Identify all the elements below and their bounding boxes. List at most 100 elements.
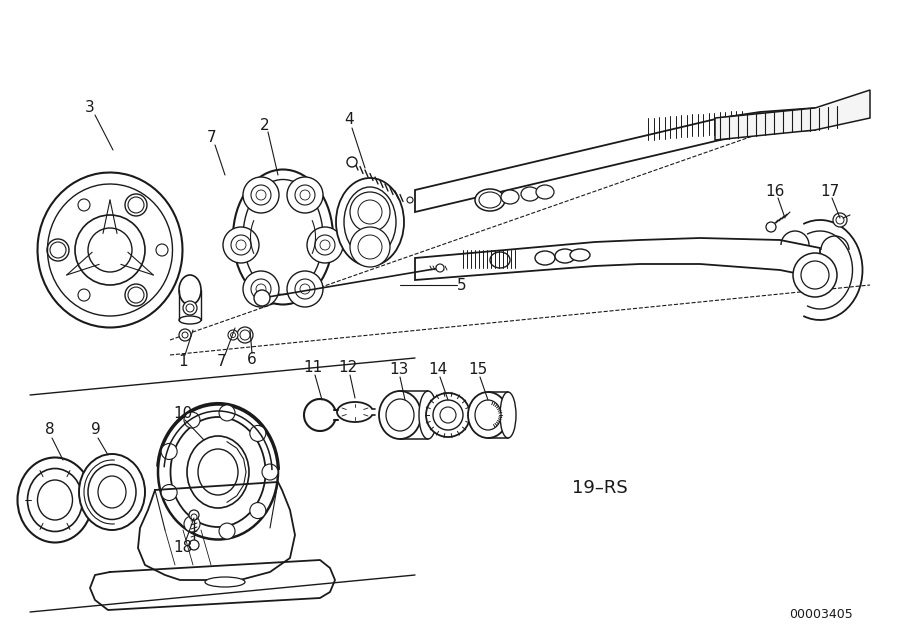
Circle shape [78,199,90,211]
Ellipse shape [555,249,575,263]
Circle shape [231,235,251,255]
Circle shape [156,244,168,256]
Text: 2: 2 [260,117,270,133]
Circle shape [189,510,199,520]
Circle shape [183,301,197,315]
Ellipse shape [198,449,238,495]
Circle shape [223,227,259,263]
Circle shape [295,185,315,205]
Ellipse shape [468,392,508,438]
Text: 7: 7 [207,131,217,145]
Circle shape [350,227,390,267]
Ellipse shape [336,178,404,266]
Ellipse shape [386,399,414,431]
Circle shape [300,284,310,294]
Text: 13: 13 [390,363,409,377]
Ellipse shape [88,464,136,519]
Circle shape [287,177,323,213]
Polygon shape [415,108,815,212]
Ellipse shape [38,480,73,520]
Text: 12: 12 [338,361,357,375]
Text: 4: 4 [344,112,354,128]
Text: 8: 8 [45,422,55,438]
Text: 10: 10 [174,406,193,420]
Polygon shape [415,238,820,280]
Ellipse shape [179,275,201,305]
Circle shape [184,516,200,532]
Circle shape [251,279,271,299]
Circle shape [240,330,250,340]
Circle shape [128,287,144,303]
Ellipse shape [570,249,590,261]
Circle shape [230,333,236,337]
Circle shape [250,425,266,441]
Circle shape [358,200,382,224]
Polygon shape [138,482,295,580]
Ellipse shape [501,190,519,204]
Ellipse shape [79,454,145,530]
Text: 17: 17 [821,185,840,199]
Circle shape [75,215,145,285]
Ellipse shape [379,391,421,439]
Text: 15: 15 [468,363,488,377]
Circle shape [300,190,310,200]
Text: 11: 11 [303,361,322,375]
Circle shape [793,253,837,297]
Ellipse shape [187,436,249,508]
Ellipse shape [479,192,501,208]
Ellipse shape [233,170,333,305]
Circle shape [262,464,278,480]
Ellipse shape [535,251,555,265]
Ellipse shape [158,404,278,540]
Ellipse shape [490,252,510,268]
Polygon shape [90,560,335,610]
Ellipse shape [205,577,245,587]
Ellipse shape [536,185,554,199]
Circle shape [440,407,456,423]
Circle shape [189,540,199,550]
Ellipse shape [475,189,505,211]
Circle shape [295,279,315,299]
Circle shape [243,177,279,213]
Circle shape [191,514,197,520]
Circle shape [358,235,382,259]
Ellipse shape [17,457,93,542]
Polygon shape [715,90,870,140]
Text: 19–RS: 19–RS [572,479,628,497]
Text: 9: 9 [91,422,101,438]
Circle shape [237,327,253,343]
Circle shape [186,304,194,312]
Text: 7: 7 [217,354,227,370]
Text: 16: 16 [765,185,785,199]
Circle shape [161,485,177,500]
Ellipse shape [28,469,83,531]
Circle shape [256,284,266,294]
Circle shape [128,197,144,213]
Circle shape [243,271,279,307]
Circle shape [801,261,829,289]
Circle shape [407,197,413,203]
Ellipse shape [179,316,201,324]
Text: 00003405: 00003405 [789,608,853,622]
Ellipse shape [243,180,323,295]
Circle shape [161,443,177,460]
Ellipse shape [98,476,126,508]
Ellipse shape [170,417,266,527]
Circle shape [219,405,235,421]
Circle shape [219,523,235,539]
Text: 3: 3 [86,100,94,116]
Text: 18: 18 [174,540,193,554]
Circle shape [766,222,776,232]
Circle shape [836,216,844,224]
Circle shape [182,332,188,338]
Circle shape [78,289,90,301]
Circle shape [433,400,463,430]
Circle shape [184,412,200,428]
Circle shape [50,242,66,258]
Circle shape [254,290,270,306]
Circle shape [320,240,330,250]
Circle shape [88,228,132,272]
Text: 5: 5 [457,277,467,293]
Ellipse shape [344,187,396,257]
Ellipse shape [500,392,516,438]
